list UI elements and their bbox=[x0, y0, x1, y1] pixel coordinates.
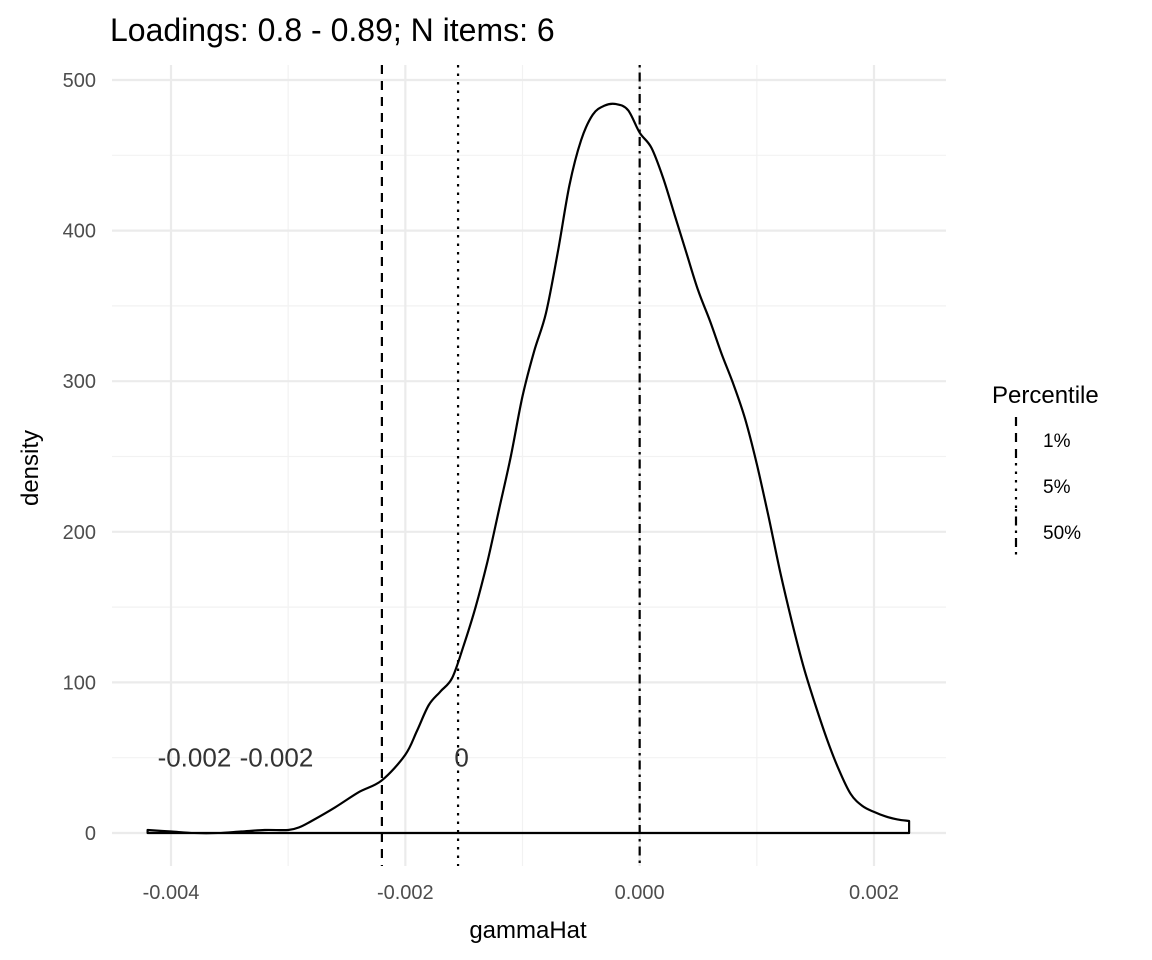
x-axis-ticks: -0.004 -0.002 0.000 0.002 bbox=[143, 882, 899, 904]
legend: Percentile 1% 5% 50% bbox=[992, 382, 1099, 555]
legend-label: 50% bbox=[1043, 523, 1081, 544]
x-tick-label: -0.002 bbox=[377, 882, 434, 904]
chart-title: Loadings: 0.8 - 0.89; N items: 6 bbox=[110, 12, 555, 48]
legend-entries: 1% 5% 50% bbox=[1014, 417, 1081, 555]
x-tick-label: 0.000 bbox=[615, 882, 665, 904]
y-tick-label: 400 bbox=[63, 221, 96, 243]
major-gridlines bbox=[112, 65, 946, 866]
y-tick-label: 300 bbox=[63, 371, 96, 393]
x-tick-label: 0.002 bbox=[849, 882, 899, 904]
minor-gridlines bbox=[112, 65, 946, 866]
y-tick-label: 0 bbox=[85, 823, 96, 845]
y-tick-label: 200 bbox=[63, 522, 96, 544]
legend-title: Percentile bbox=[992, 382, 1099, 409]
annotations: -0.002 -0.002 0 bbox=[158, 743, 469, 773]
y-axis-title: density bbox=[17, 430, 44, 506]
legend-label: 5% bbox=[1043, 477, 1071, 498]
annotation-label: -0.002 bbox=[158, 743, 232, 773]
annotation-label: 0 bbox=[454, 743, 468, 773]
legend-label: 1% bbox=[1043, 431, 1071, 452]
x-axis-title: gammaHat bbox=[469, 917, 587, 944]
x-tick-label: -0.004 bbox=[143, 882, 200, 904]
y-axis-ticks: 0 100 200 300 400 500 bbox=[63, 70, 96, 845]
percentile-lines bbox=[380, 65, 641, 866]
density-curve-layer bbox=[146, 102, 911, 835]
annotation-label: -0.002 bbox=[240, 743, 314, 773]
y-tick-label: 500 bbox=[63, 70, 96, 92]
density-curve bbox=[146, 102, 911, 835]
y-tick-label: 100 bbox=[63, 672, 96, 694]
